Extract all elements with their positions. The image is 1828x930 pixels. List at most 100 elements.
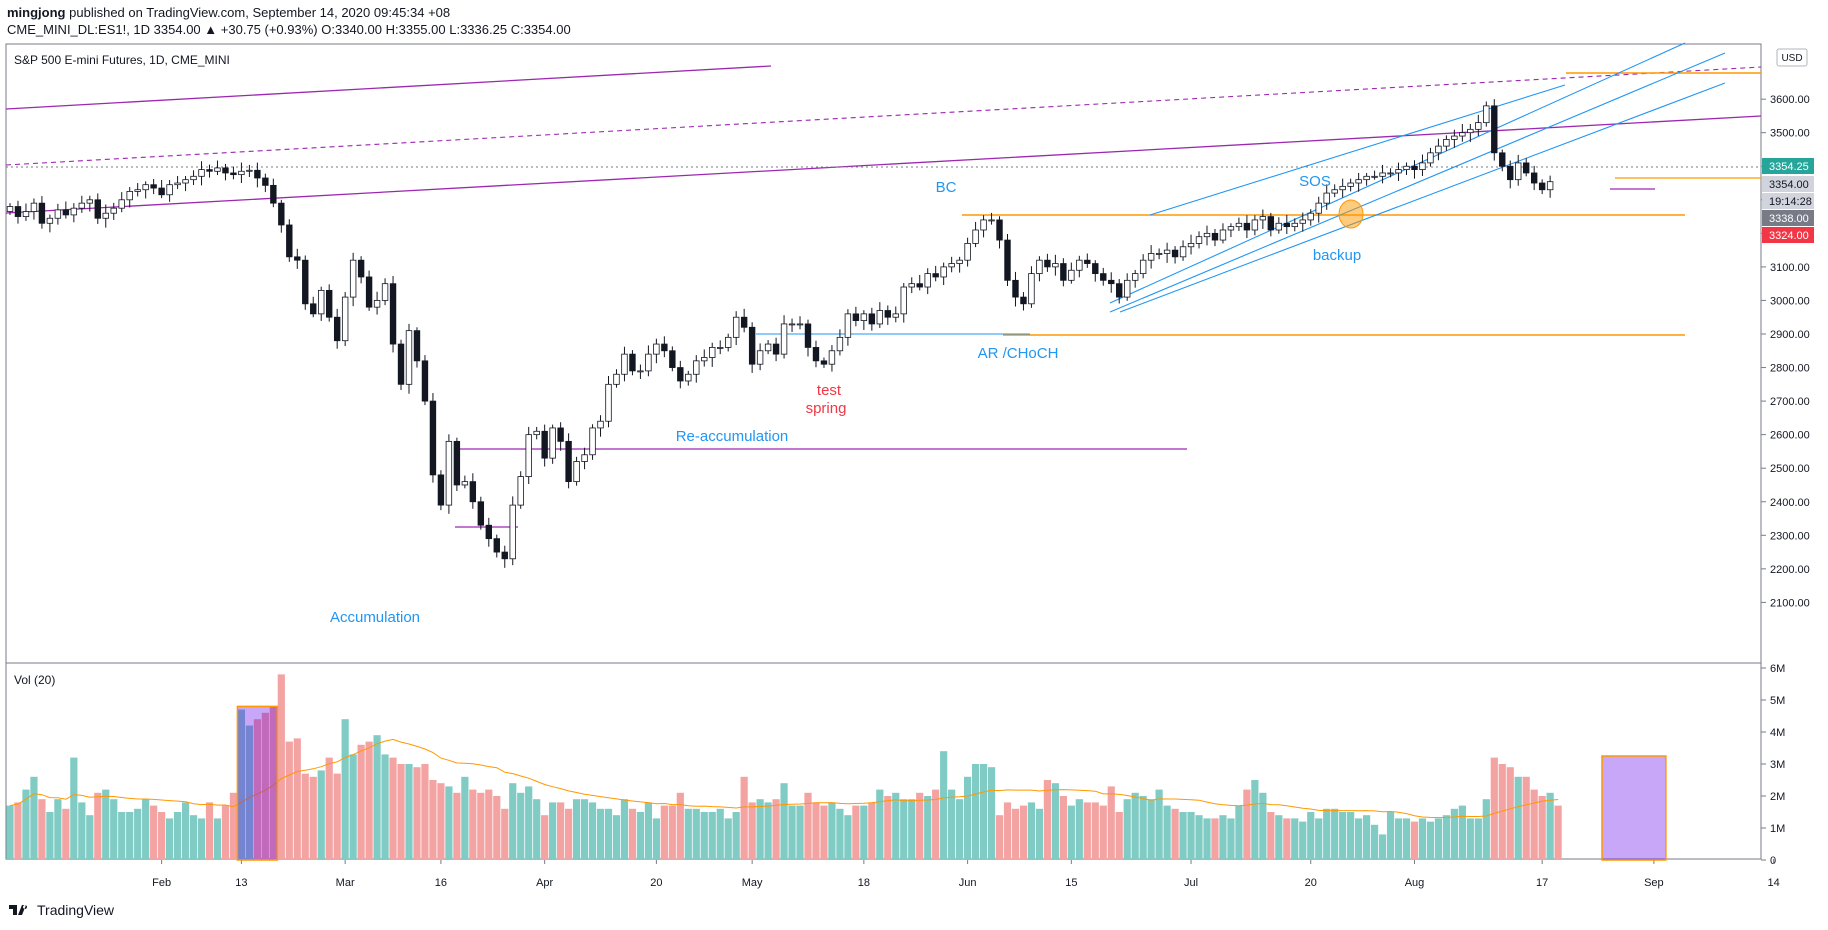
- volume-bar-up: [381, 754, 389, 860]
- volume-bar-down: [748, 802, 756, 860]
- volume-bar-up: [876, 789, 884, 860]
- volume-bar-down: [1211, 818, 1219, 860]
- price-tick-label: 3000.00: [1770, 295, 1810, 307]
- volume-bar-down: [1522, 776, 1530, 860]
- volume-bar-up: [509, 783, 517, 860]
- volume-ma-line: [9, 738, 1559, 819]
- volume-bar-up: [1235, 805, 1243, 860]
- volume-bar-up: [652, 818, 660, 860]
- volume-bar-down: [1490, 757, 1498, 860]
- candle-up: [780, 323, 788, 355]
- volume-bar-down: [1115, 812, 1123, 860]
- candle-up: [86, 199, 93, 204]
- volume-bar-up: [181, 802, 190, 860]
- candle-down: [1092, 263, 1099, 275]
- volume-bar-up: [1291, 818, 1299, 860]
- candle-down: [310, 303, 317, 315]
- publisher-name[interactable]: mingjong: [7, 5, 66, 20]
- volume-bar-up: [844, 815, 852, 860]
- candle-up: [134, 189, 141, 192]
- currency-button[interactable]: [1776, 48, 1808, 67]
- volume-bar-down: [357, 744, 365, 860]
- volume-bar-up: [237, 709, 246, 860]
- candle-up: [238, 170, 245, 176]
- candle-up: [613, 373, 620, 385]
- candle-down: [1108, 279, 1115, 285]
- price-tick-label: 2200.00: [1770, 564, 1810, 576]
- volume-bar-up: [1051, 783, 1059, 860]
- price-tick-label: 2800.00: [1770, 363, 1810, 375]
- price-tick-label: 2700.00: [1770, 396, 1810, 408]
- candles: [6, 99, 1554, 568]
- candle-up: [892, 313, 899, 318]
- candle-up: [956, 259, 963, 264]
- volume-bar-up: [1179, 812, 1187, 860]
- volume-bar-up: [964, 776, 972, 860]
- currency-label[interactable]: USD: [1781, 53, 1802, 64]
- volume-bar-up: [30, 776, 38, 860]
- candle-up: [597, 420, 604, 429]
- volume-bar-up: [1131, 792, 1139, 860]
- candle-down: [302, 259, 309, 305]
- volume-bar-up: [1331, 808, 1339, 860]
- candle-up: [445, 440, 453, 506]
- candle-down: [1060, 263, 1067, 281]
- annotation-label: test: [817, 382, 842, 399]
- candle-down: [1171, 249, 1179, 258]
- candle-down: [294, 256, 301, 261]
- candle-up: [1315, 202, 1322, 214]
- price-label-text: 3324.00: [1769, 230, 1809, 242]
- channel-lower: [1119, 82, 1726, 313]
- time-tick-label: 14: [1767, 877, 1779, 889]
- volume-bar-up: [1347, 812, 1355, 860]
- candle-down: [1267, 216, 1275, 231]
- candle-down: [437, 474, 445, 506]
- candle-up: [1387, 172, 1394, 175]
- volume-bar-up: [612, 815, 621, 860]
- candle-up: [373, 300, 381, 308]
- volume-bar-up: [22, 789, 30, 860]
- candle-down: [222, 167, 229, 174]
- volume-bar-down: [916, 792, 924, 860]
- candle-up: [349, 259, 357, 298]
- volume-bar-down: [437, 783, 445, 860]
- candle-down: [94, 199, 101, 219]
- volume-bar-down: [804, 792, 812, 860]
- volume-bar-down: [493, 796, 501, 860]
- candle-up: [70, 207, 78, 216]
- candle-down: [206, 169, 213, 172]
- volume-bar-up: [1482, 799, 1490, 860]
- volume-bar-down: [1498, 764, 1506, 860]
- volume-bar-up: [6, 805, 14, 860]
- volume-bar-down: [740, 776, 748, 860]
- volume-bar-up: [1227, 818, 1235, 860]
- candle-down: [262, 177, 269, 186]
- time-tick-label: Aug: [1405, 877, 1425, 889]
- volume-bar-up: [979, 764, 988, 860]
- brand-name[interactable]: TradingView: [37, 902, 115, 918]
- volume-bar-up: [549, 802, 557, 860]
- candle-up: [1515, 162, 1522, 181]
- candle-up: [828, 350, 836, 365]
- volume-bar-up: [1450, 808, 1458, 860]
- volume-bar-up: [764, 802, 772, 860]
- candle-up: [764, 343, 772, 352]
- candle-up: [988, 219, 995, 222]
- candle-down: [389, 283, 397, 345]
- volume-bar-down: [301, 773, 309, 860]
- volume-bar-down: [421, 764, 429, 860]
- candle-up: [405, 330, 413, 385]
- candle-up: [1451, 135, 1458, 140]
- candle-down: [1491, 105, 1498, 154]
- volume-bar-up: [1378, 834, 1387, 860]
- candle-up: [1179, 246, 1187, 258]
- volume-bar-down: [541, 815, 549, 860]
- volume-bar-down: [1003, 802, 1012, 860]
- price-label-bg: [1762, 176, 1814, 192]
- candle-up: [1546, 181, 1554, 191]
- candle-up: [1467, 128, 1474, 134]
- volume-bar-up: [1370, 824, 1379, 860]
- candle-down: [812, 347, 820, 362]
- candle-up: [1475, 122, 1482, 130]
